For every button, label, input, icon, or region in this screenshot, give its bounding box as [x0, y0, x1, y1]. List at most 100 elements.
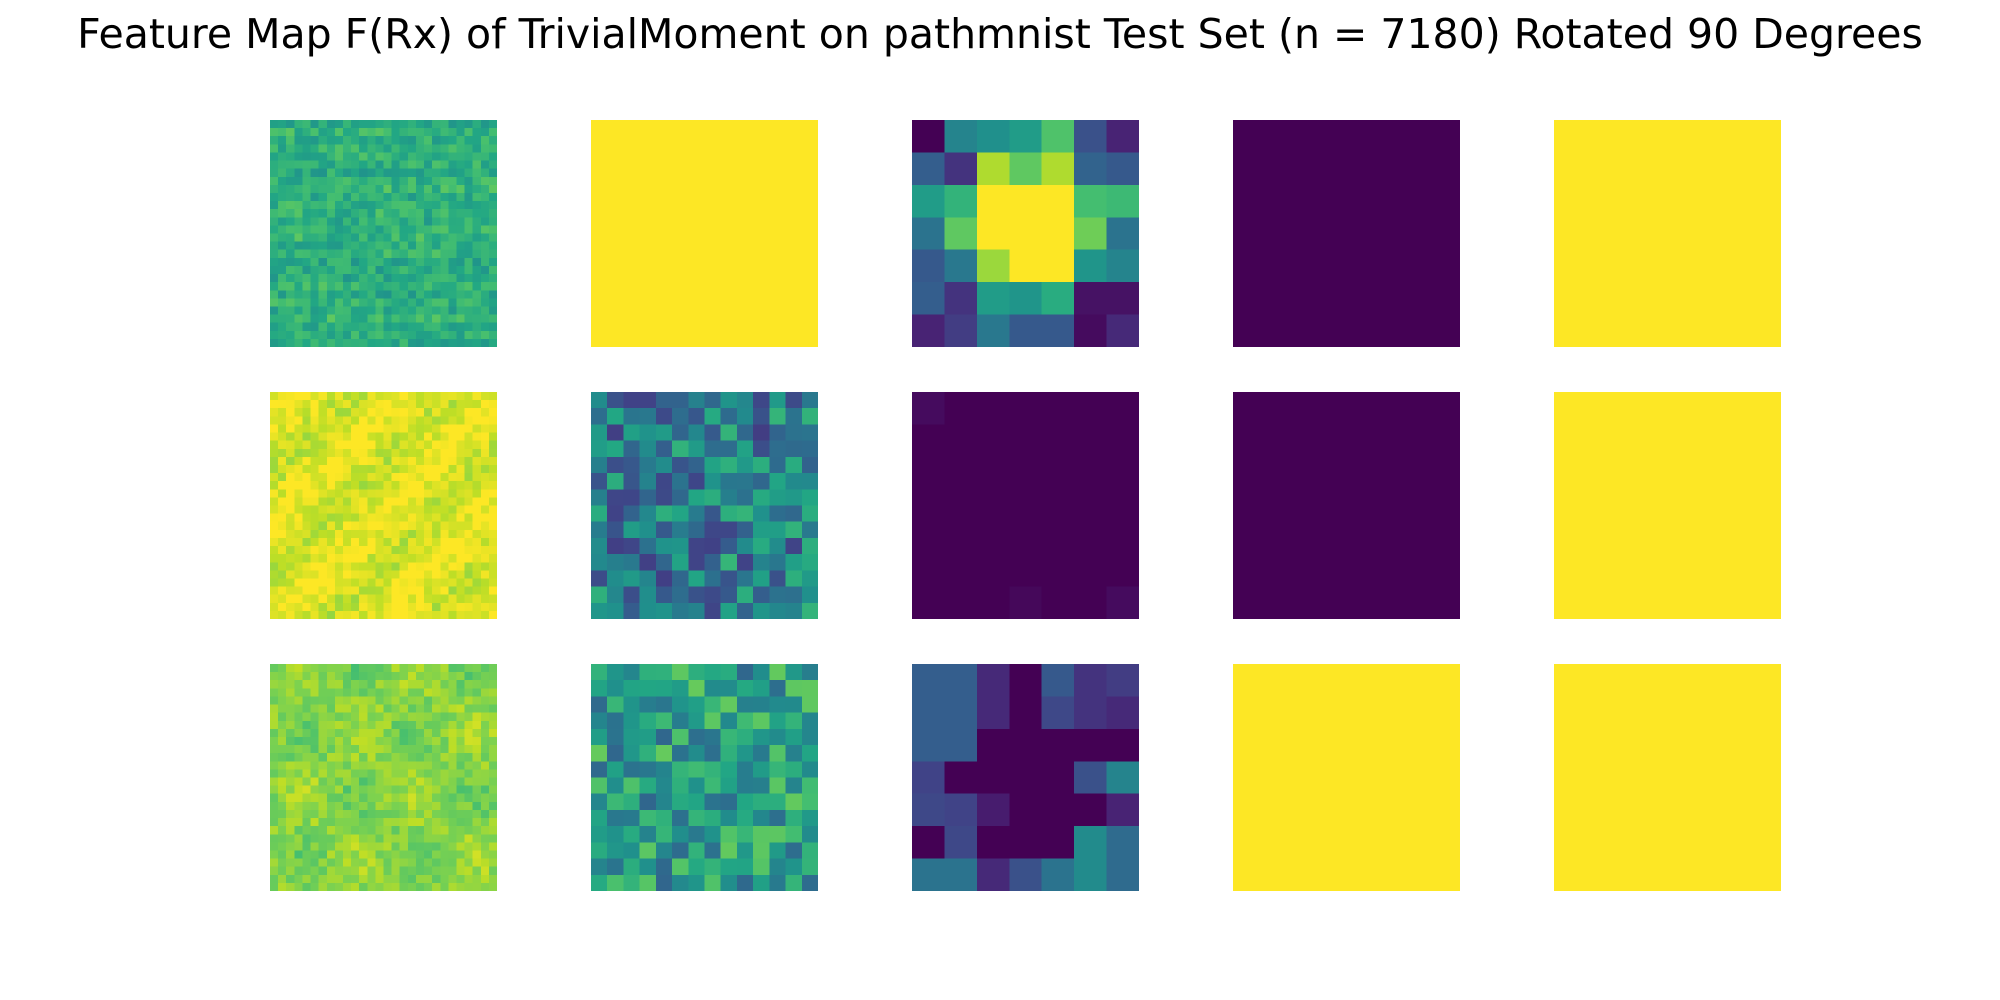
heatmap-cell: [801, 858, 818, 876]
heatmap-cell: [688, 554, 706, 571]
heatmap-cell: [351, 745, 360, 754]
heatmap-cell: [318, 489, 328, 498]
heatmap-cell: [383, 664, 393, 673]
heatmap-cell: [342, 176, 352, 186]
heatmap-cell: [270, 233, 279, 243]
heatmap-cell: [318, 290, 328, 299]
heatmap-cell: [488, 265, 497, 275]
heatmap-cell: [472, 209, 482, 218]
heatmap-cell: [294, 801, 304, 811]
heatmap-cell: [407, 586, 417, 596]
heatmap-cell: [672, 745, 689, 762]
heatmap-cell: [278, 408, 287, 417]
heatmap-cell: [270, 176, 279, 186]
heatmap-cell: [310, 696, 320, 706]
heatmap-cell: [359, 809, 368, 819]
heatmap-cell: [407, 745, 417, 754]
heatmap-cell: [286, 594, 295, 604]
heatmap-cell: [440, 265, 449, 275]
heatmap-cell: [480, 586, 490, 596]
heatmap-cell: [448, 529, 458, 539]
heatmap-cell: [383, 432, 393, 442]
heatmap-cell: [415, 610, 425, 619]
heatmap-cell: [286, 505, 295, 515]
heatmap-cell: [655, 554, 673, 571]
heatmap-cell: [342, 330, 352, 340]
heatmap-cell: [464, 306, 474, 316]
heatmap-cell: [432, 736, 441, 746]
heatmap-cell: [278, 497, 287, 507]
heatmap-cell: [415, 505, 425, 515]
heatmap-cell: [351, 753, 360, 762]
heatmap-cell: [351, 826, 360, 835]
heatmap-cell: [440, 282, 449, 291]
heatmap-cell: [326, 192, 336, 202]
heatmap-cell: [294, 537, 304, 547]
heatmap-cell: [448, 664, 458, 673]
heatmap-panel-r2-c1: [591, 664, 818, 891]
heatmap-cell: [278, 537, 287, 547]
heatmap-cell: [415, 168, 425, 178]
heatmap-cell: [351, 209, 360, 218]
heatmap-cell: [383, 265, 393, 275]
heatmap-cell: [399, 274, 409, 283]
heatmap-cell: [424, 241, 433, 251]
heatmap-cell: [639, 392, 657, 409]
heatmap-cell: [704, 874, 722, 891]
heatmap-cell: [415, 144, 425, 154]
heatmap-cell: [407, 192, 417, 202]
heatmap-cell: [326, 858, 336, 868]
heatmap-cell: [367, 265, 376, 275]
heatmap-cell: [351, 192, 360, 202]
heatmap-cell: [270, 168, 279, 178]
heatmap-cell: [424, 152, 433, 162]
heatmap-cell: [415, 201, 425, 210]
heatmap-cell: [383, 578, 393, 588]
heatmap-cell: [318, 874, 328, 884]
heatmap-cell: [480, 745, 490, 754]
heatmap-cell: [415, 448, 425, 458]
heatmap-cell: [383, 290, 393, 299]
heatmap-cell: [367, 769, 376, 779]
heatmap-cell: [448, 298, 458, 308]
heatmap-cell: [407, 546, 417, 555]
heatmap-cell: [342, 257, 352, 267]
heatmap-cell: [488, 168, 497, 178]
heatmap-cell: [351, 712, 360, 722]
heatmap-cell: [391, 850, 401, 860]
heatmap-cell: [270, 882, 279, 891]
heatmap-cell: [286, 554, 295, 563]
heatmap-cell: [407, 392, 417, 401]
heatmap-cell: [302, 505, 312, 515]
heatmap-cell: [448, 720, 458, 730]
heatmap-cell: [407, 481, 417, 490]
heatmap-cell: [302, 793, 312, 803]
heatmap-cell: [318, 809, 328, 819]
heatmap-cell: [424, 489, 433, 498]
heatmap-image: [270, 120, 497, 347]
heatmap-cell: [464, 314, 474, 324]
heatmap-cell: [342, 497, 352, 507]
heatmap-cell: [688, 696, 706, 714]
heatmap-cell: [310, 338, 320, 347]
heatmap-cell: [326, 314, 336, 324]
heatmap-cell: [464, 432, 474, 442]
heatmap-cell: [383, 314, 393, 324]
heatmap-cell: [480, 481, 490, 490]
heatmap-panel-r0-c4: [1554, 120, 1781, 347]
heatmap-cell: [286, 801, 295, 811]
heatmap-cell: [359, 826, 368, 835]
heatmap-cell: [464, 168, 474, 178]
heatmap-cell: [1106, 664, 1139, 698]
heatmap-cell: [334, 562, 344, 571]
heatmap-cell: [375, 160, 385, 170]
heatmap-cell: [440, 521, 449, 531]
heatmap-cell: [655, 602, 673, 619]
heatmap-cell: [270, 769, 279, 779]
heatmap-cell: [270, 594, 279, 604]
heatmap-cell: [326, 400, 336, 409]
heatmap-cell: [278, 826, 287, 835]
heatmap-cell: [407, 850, 417, 860]
heatmap-cell: [286, 785, 295, 795]
heatmap-cell: [432, 785, 441, 795]
